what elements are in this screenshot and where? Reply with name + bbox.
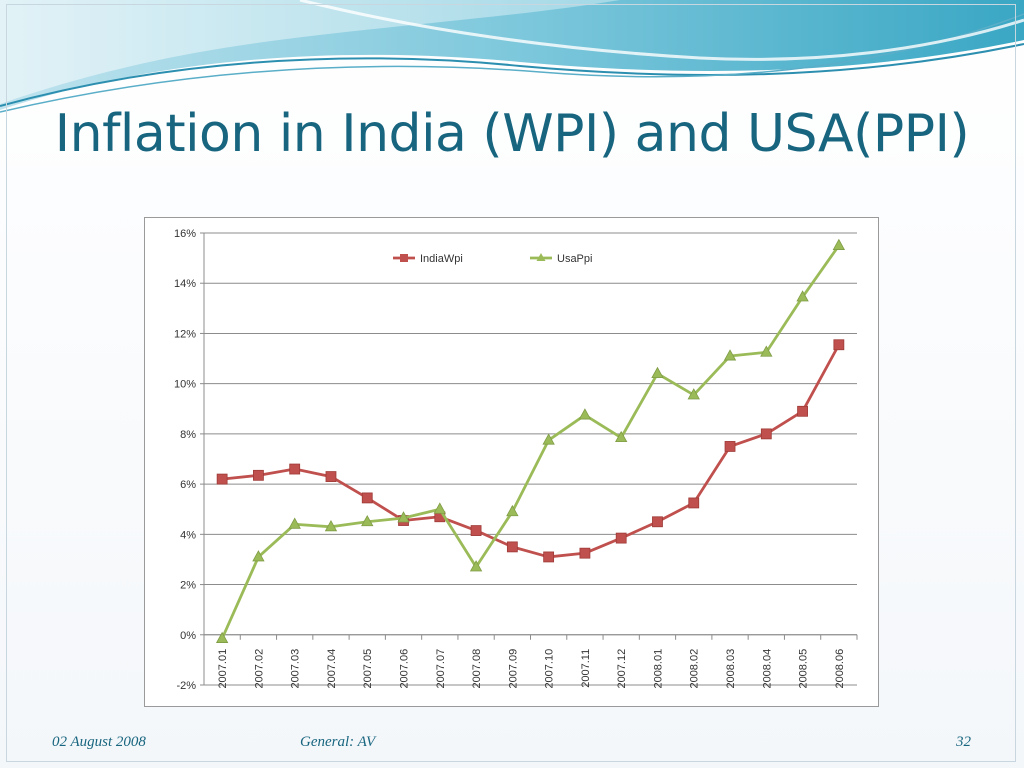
x-tick-label: 2008.01	[652, 649, 664, 689]
data-point-indiawpi	[361, 492, 373, 504]
data-point-usappi	[796, 290, 809, 302]
data-point-indiawpi	[724, 441, 736, 452]
x-tick-label: 2007.02	[253, 649, 265, 689]
data-point-usappi	[324, 519, 338, 532]
data-point-usappi	[506, 504, 519, 517]
data-point-usappi	[433, 502, 446, 514]
data-point-indiawpi	[253, 469, 264, 481]
y-tick-label: 2%	[180, 580, 196, 592]
data-point-indiawpi	[506, 541, 518, 553]
x-tick-label: 2007.11	[580, 649, 592, 688]
data-point-usappi	[760, 345, 773, 357]
data-point-usappi	[651, 366, 664, 379]
data-point-usappi	[542, 433, 555, 445]
x-tick-label: 2007.06	[399, 649, 411, 689]
data-point-indiawpi	[652, 516, 663, 528]
data-point-usappi	[832, 238, 846, 250]
series-line-usappi	[220, 244, 841, 640]
data-point-usappi	[215, 631, 229, 643]
data-point-indiawpi	[688, 497, 700, 509]
data-point-usappi	[288, 517, 301, 529]
x-tick-label: 2008.04	[761, 649, 773, 689]
x-tick-label: 2007.09	[507, 649, 519, 689]
x-tick-label: 2008.05	[798, 649, 810, 689]
legend-label-indiawpi: IndiaWpi	[420, 253, 463, 265]
x-tick-label: 2007.03	[290, 649, 302, 689]
data-point-usappi	[687, 388, 700, 400]
chart-container: -2% 0% 2% 4% 6% 8% 10% 12% 14% 16% 2007.01 2007.02 2…	[144, 217, 879, 707]
x-tick-label: 2008.03	[725, 649, 737, 689]
y-tick-label: 6%	[180, 479, 196, 491]
y-tick-label: 12%	[174, 328, 196, 340]
line-chart: -2% 0% 2% 4% 6% 8% 10% 12% 14% 16% 2007.01 2007.02 2…	[174, 228, 858, 692]
footer-date: 02 August 2008	[52, 734, 146, 750]
data-point-indiawpi	[216, 473, 228, 485]
y-tick-label: -2%	[176, 680, 196, 692]
y-tick-label: 14%	[174, 278, 196, 290]
x-tick-label: 2007.07	[435, 649, 447, 689]
legend-marker-usappi	[536, 253, 546, 261]
series-line-indiawpi	[221, 344, 841, 559]
data-point-usappi	[615, 430, 628, 443]
data-point-usappi	[361, 514, 374, 527]
data-point-indiawpi	[543, 551, 555, 563]
data-point-usappi	[469, 560, 483, 572]
data-point-usappi	[723, 349, 737, 361]
y-tick-label: 4%	[180, 529, 196, 541]
data-point-indiawpi	[797, 405, 808, 417]
data-point-indiawpi	[833, 339, 845, 351]
x-tick-label: 2007.10	[544, 649, 556, 689]
data-point-indiawpi	[325, 471, 337, 482]
x-tick-label: 2007.01	[217, 649, 229, 689]
data-point-indiawpi	[289, 463, 301, 475]
slide-title: Inflation in India (WPI) and USA(PPI)	[54, 104, 970, 164]
legend-marker-indiawpi	[400, 254, 408, 262]
y-tick-label: 0%	[180, 630, 196, 642]
data-point-usappi	[578, 408, 592, 420]
header-wave-decoration	[0, 0, 1024, 113]
y-tick-label: 10%	[174, 379, 196, 391]
x-tick-label: 2007.08	[471, 649, 483, 689]
data-point-indiawpi	[579, 547, 591, 559]
x-tick-label: 2007.04	[326, 649, 338, 689]
data-point-indiawpi	[760, 428, 772, 440]
footer-center-text: General: AV	[300, 734, 376, 750]
page-number: 32	[956, 734, 971, 750]
x-tick-label: 2008.02	[689, 649, 701, 689]
data-point-indiawpi	[615, 532, 627, 544]
data-point-usappi	[252, 550, 265, 562]
legend-label-usappi: UsaPpi	[557, 253, 592, 265]
data-point-usappi	[397, 511, 410, 523]
x-tick-label: 2007.05	[362, 649, 374, 689]
y-tick-label: 8%	[180, 429, 196, 441]
y-tick-label: 16%	[174, 228, 196, 240]
data-point-indiawpi	[470, 525, 482, 536]
x-tick-label: 2008.06	[834, 649, 846, 689]
x-tick-label: 2007.12	[616, 649, 628, 689]
